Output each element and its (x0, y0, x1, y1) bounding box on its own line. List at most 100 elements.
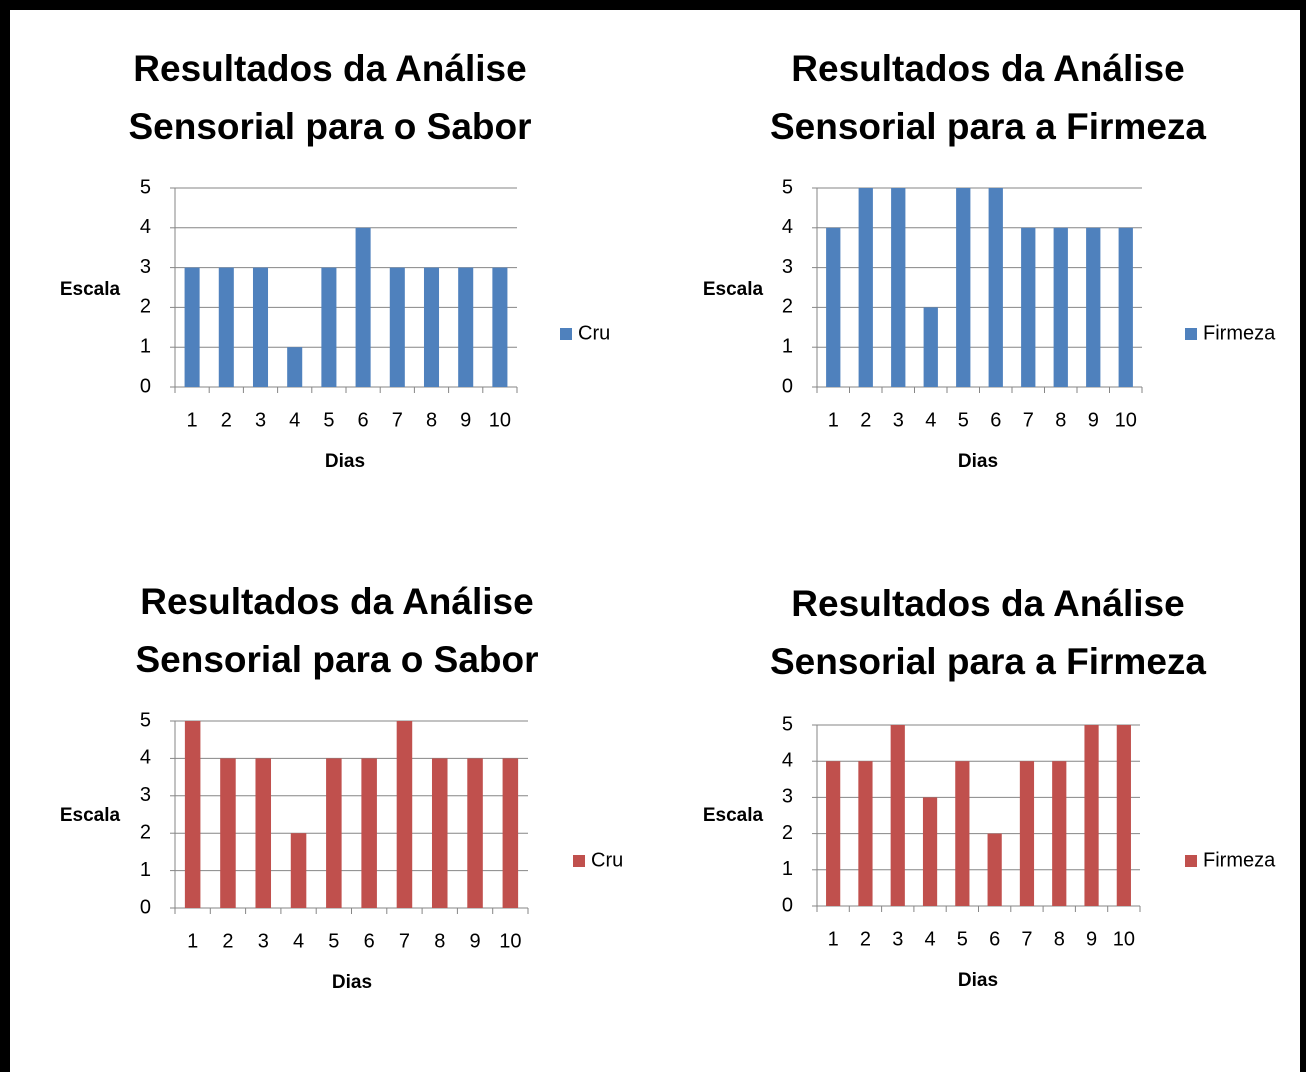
legend-swatch (1185, 328, 1197, 340)
x-tick-label: 7 (399, 930, 410, 952)
y-tick-label: 5 (140, 176, 151, 198)
y-tick-label: 4 (140, 216, 151, 238)
legend-swatch (573, 855, 585, 867)
bar (431, 758, 448, 908)
bar (1019, 761, 1035, 906)
x-tick-label: 4 (924, 928, 935, 950)
y-tick-label: 5 (140, 709, 151, 731)
x-tick-label: 10 (1115, 409, 1137, 431)
x-tick-label: 2 (221, 409, 232, 431)
bar (389, 267, 405, 387)
bar (361, 758, 377, 908)
x-tick-label: 9 (469, 930, 480, 952)
y-tick-label: 2 (140, 821, 151, 843)
legend-label: Cru (578, 322, 610, 344)
y-tick-label: 0 (140, 375, 151, 397)
bar (467, 758, 483, 908)
x-tick-label: 8 (1055, 409, 1066, 431)
bar (1118, 227, 1133, 387)
bar (956, 188, 971, 387)
x-tick-label: 5 (957, 928, 968, 950)
x-tick-label: 5 (328, 930, 339, 952)
bar (858, 188, 873, 387)
legend-swatch (560, 328, 572, 340)
y-tick-label: 4 (140, 747, 151, 769)
x-tick-label: 2 (860, 409, 871, 431)
y-tick-label: 5 (782, 713, 793, 735)
x-tick-label: 10 (499, 930, 521, 952)
bar (396, 721, 413, 908)
bar (922, 797, 938, 906)
x-tick-label: 4 (289, 409, 300, 431)
y-tick-label: 5 (782, 176, 793, 198)
bar (492, 267, 508, 387)
legend-label: Firmeza (1203, 322, 1276, 344)
chart-title: Resultados da Análise Sensorial para o S… (135, 581, 539, 680)
legend-label: Firmeza (1203, 849, 1276, 871)
x-axis-label: Dias (958, 970, 998, 991)
bar (955, 761, 970, 906)
y-tick-label: 3 (782, 786, 793, 808)
x-tick-label: 6 (364, 930, 375, 952)
x-tick-label: 8 (426, 409, 437, 431)
bar (1053, 227, 1068, 387)
y-tick-label: 1 (782, 335, 793, 357)
chart-title: Resultados da Análise Sensorial para o S… (128, 48, 532, 147)
x-tick-label: 3 (893, 409, 904, 431)
x-tick-label: 6 (358, 409, 369, 431)
bar (890, 725, 905, 906)
y-tick-label: 0 (140, 896, 151, 918)
chart-title: Resultados da Análise Sensorial para a F… (770, 583, 1206, 682)
bar (458, 267, 474, 387)
x-tick-label: 7 (392, 409, 403, 431)
y-tick-label: 2 (140, 296, 151, 318)
bar (1086, 227, 1101, 387)
bar (826, 227, 841, 387)
x-tick-label: 5 (323, 409, 334, 431)
bar (326, 758, 342, 908)
y-axis-label: Escala (60, 805, 121, 826)
bar (1084, 725, 1099, 906)
y-tick-label: 3 (140, 784, 151, 806)
x-tick-label: 2 (860, 928, 871, 950)
x-tick-label: 8 (434, 930, 445, 952)
y-tick-label: 4 (782, 216, 793, 238)
bar (826, 761, 841, 906)
x-tick-label: 4 (293, 930, 304, 952)
x-tick-label: 9 (460, 409, 471, 431)
y-tick-label: 0 (782, 894, 793, 916)
bar (988, 188, 1003, 387)
bar (923, 307, 938, 387)
x-tick-label: 10 (489, 409, 511, 431)
x-tick-label: 7 (1021, 928, 1032, 950)
x-axis-label: Dias (332, 972, 372, 993)
bar (355, 227, 371, 387)
x-tick-label: 9 (1086, 928, 1097, 950)
bar (252, 267, 269, 387)
x-tick-label: 1 (828, 928, 839, 950)
x-tick-label: 1 (828, 409, 839, 431)
x-tick-label: 2 (222, 930, 233, 952)
x-tick-label: 5 (958, 409, 969, 431)
y-tick-label: 0 (782, 375, 793, 397)
bar (220, 758, 236, 908)
x-axis-label: Dias (958, 451, 998, 472)
y-tick-label: 2 (782, 822, 793, 844)
bar (1021, 227, 1036, 387)
bar (858, 761, 873, 906)
bar (423, 267, 440, 387)
x-tick-label: 1 (187, 409, 198, 431)
x-tick-label: 4 (925, 409, 936, 431)
x-tick-label: 9 (1088, 409, 1099, 431)
y-tick-label: 3 (782, 256, 793, 278)
y-axis-label: Escala (703, 805, 764, 826)
x-tick-label: 7 (1023, 409, 1034, 431)
bar (218, 267, 234, 387)
x-tick-label: 6 (990, 409, 1001, 431)
bar (321, 267, 337, 387)
y-axis-label: Escala (60, 279, 121, 300)
legend-label: Cru (591, 849, 623, 871)
legend-swatch (1185, 855, 1197, 867)
